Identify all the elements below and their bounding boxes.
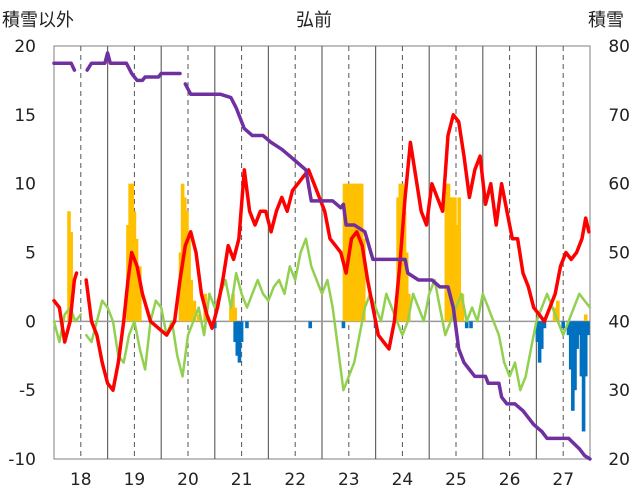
- orange-bar: [450, 197, 455, 322]
- blue-bar: [542, 321, 547, 329]
- blue-bar: [341, 321, 346, 329]
- y-left-tick-label: -5: [19, 381, 36, 401]
- x-tick-label: 22: [284, 470, 306, 490]
- blue-bar: [571, 321, 575, 411]
- blue-bar: [537, 321, 542, 363]
- blue-bar: [573, 321, 577, 391]
- y-right-tick-label: 70: [608, 106, 630, 126]
- y-left-tick-label: 0: [25, 312, 36, 332]
- blue-bar: [575, 321, 579, 349]
- x-tick-label: 18: [70, 470, 92, 490]
- blue-bar: [245, 321, 249, 329]
- orange-bar: [357, 183, 362, 322]
- blue-bar: [464, 321, 469, 329]
- orange-bar: [342, 183, 347, 322]
- x-tick-label: 21: [231, 470, 253, 490]
- orange-bar: [407, 293, 411, 322]
- y-left-tick-label: 15: [14, 106, 36, 126]
- orange-bar: [460, 293, 465, 322]
- blue-bar: [581, 321, 586, 432]
- red-series-line: [52, 271, 79, 344]
- blue-bar: [233, 321, 237, 342]
- blue-bar: [586, 321, 590, 336]
- x-tick-label: 24: [392, 470, 414, 490]
- y-left-tick-label: -10: [8, 450, 36, 470]
- orange-bar: [446, 183, 451, 322]
- y-right-tick-label: 50: [608, 244, 630, 264]
- orange-bar: [196, 314, 201, 322]
- y-left-tick-label: 5: [25, 244, 36, 264]
- orange-bar: [229, 307, 233, 322]
- orange-bar: [137, 266, 142, 322]
- y-right-tick-label: 40: [608, 312, 630, 332]
- blue-bar: [539, 321, 544, 349]
- blue-bar: [579, 321, 584, 377]
- blue-bar: [235, 321, 240, 356]
- x-tick-label: 26: [499, 470, 521, 490]
- orange-bar: [67, 211, 71, 322]
- orange-bar: [362, 238, 366, 322]
- orange-bar: [457, 197, 462, 322]
- blue-bar: [583, 321, 588, 377]
- purple-series-line: [183, 82, 592, 461]
- x-tick-label: 27: [552, 470, 574, 490]
- purple-series-line: [52, 61, 77, 72]
- orange-bar: [402, 211, 407, 322]
- orange-bar: [185, 211, 189, 322]
- orange-bar: [355, 183, 360, 322]
- y-left-tick-label: 20: [14, 37, 36, 57]
- x-tick-label: 20: [177, 470, 199, 490]
- y-left-axis-title: 積雪以外: [2, 10, 74, 31]
- y-right-tick-label: 80: [608, 37, 630, 57]
- orange-bar: [233, 307, 237, 322]
- orange-bar: [192, 300, 197, 322]
- orange-bar: [583, 314, 588, 322]
- orange-bar: [134, 238, 139, 322]
- green-series-line: [52, 306, 83, 344]
- y-right-tick-label: 30: [608, 381, 630, 401]
- red-series-line: [84, 113, 591, 392]
- orange-bar: [448, 197, 453, 322]
- orange-bar: [189, 280, 194, 322]
- orange-bar: [344, 183, 349, 322]
- blue-bar: [239, 321, 244, 342]
- blue-bar: [237, 321, 242, 363]
- orange-bar: [69, 231, 73, 322]
- orange-bar: [444, 183, 449, 322]
- x-tick-label: 19: [124, 470, 146, 490]
- y-right-axis-title: 積雪: [588, 10, 624, 31]
- blue-bar: [566, 321, 571, 336]
- orange-bar: [404, 252, 409, 322]
- blue-bar: [561, 321, 565, 329]
- orange-bar: [556, 300, 560, 322]
- y-right-tick-label: 20: [608, 450, 630, 470]
- orange-bar: [353, 183, 358, 322]
- blue-bar: [308, 321, 313, 329]
- blue-bar: [568, 321, 573, 370]
- chart-title: 弘前: [296, 10, 332, 31]
- blue-bar: [577, 321, 582, 336]
- y-left-tick-label: 10: [14, 175, 36, 195]
- x-tick-label: 23: [338, 470, 360, 490]
- orange-bar: [455, 224, 459, 322]
- orange-bar: [187, 238, 191, 322]
- orange-bar: [132, 211, 137, 322]
- x-tick-label: 25: [445, 470, 467, 490]
- orange-bar: [453, 197, 457, 322]
- orange-bar: [351, 183, 355, 322]
- purple-series-line: [85, 51, 182, 83]
- blue-bar: [469, 321, 473, 329]
- blue-bar: [535, 321, 540, 342]
- orange-bar: [231, 293, 235, 322]
- y-right-tick-label: 60: [608, 175, 630, 195]
